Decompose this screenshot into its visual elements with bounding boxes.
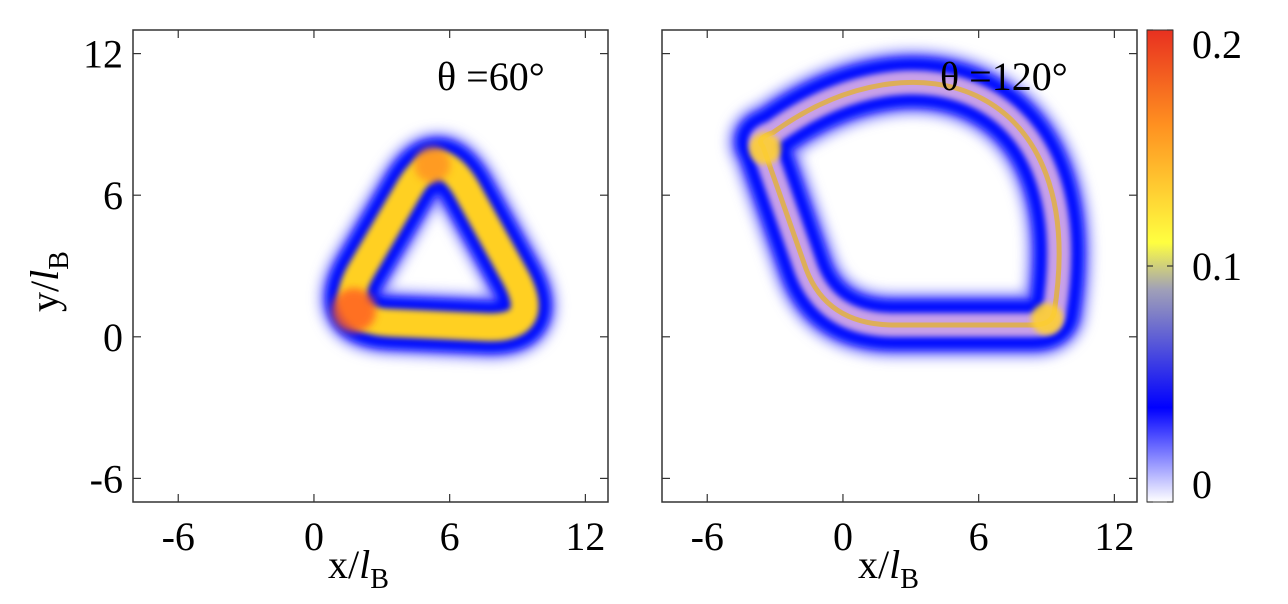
x-label-right-italic: l — [889, 542, 900, 587]
x-label-left-sub: B — [370, 564, 389, 595]
hotspot-right-top — [749, 132, 781, 165]
density-ring-right — [728, 50, 1091, 357]
y-tick-label: 6 — [103, 173, 123, 218]
x-tick-label: 6 — [440, 514, 460, 559]
x-label-left-main: x/ — [328, 542, 360, 587]
x-tick-label: 12 — [565, 514, 605, 559]
ticks-right: -6 0 6 12 — [662, 30, 1137, 559]
colorbar: 0 0.1 0.2 — [1146, 22, 1242, 507]
colorbar-ticks: 0 0.1 0.2 — [1147, 22, 1242, 507]
colorbar-tick-label: 0.2 — [1192, 22, 1242, 67]
x-tick-label: -6 — [691, 514, 724, 559]
y-tick-label: 12 — [83, 32, 123, 77]
y-tick-label: -6 — [90, 456, 123, 501]
hotspot-left-top — [414, 146, 451, 183]
x-label-right-main: x/ — [858, 542, 890, 587]
ring-right-gold-line — [758, 79, 1062, 328]
panel-right-label: θ =120° — [940, 54, 1068, 99]
x-tick-label: 0 — [833, 514, 853, 559]
x-label-left-italic: l — [359, 542, 370, 587]
x-axis-label-right: x/lB — [858, 542, 919, 595]
x-tick-label: 12 — [1094, 514, 1134, 559]
y-label-sub: B — [44, 251, 75, 270]
x-tick-label: -6 — [162, 514, 195, 559]
x-tick-label: 0 — [304, 514, 324, 559]
colorbar-tick-label: 0 — [1192, 462, 1212, 507]
panel-left-label: θ =60° — [437, 54, 545, 99]
x-label-right-sub: B — [900, 564, 919, 595]
x-tick-label: 6 — [969, 514, 989, 559]
colorbar-tick-label: 0.1 — [1192, 244, 1242, 289]
density-ring-left — [320, 132, 557, 360]
hotspot-right-bottom — [1031, 303, 1064, 335]
hotspot-left-bottom — [332, 288, 377, 333]
y-axis-label: y/lB — [22, 251, 75, 312]
y-label-main: y/ — [22, 280, 67, 312]
y-label-italic: l — [22, 270, 67, 281]
ticks-left: -6 0 6 12 -6 0 6 12 — [83, 30, 608, 559]
x-axis-label-left: x/lB — [328, 542, 389, 595]
panel-right: -6 0 6 12 θ =120° x/lB — [661, 29, 1138, 595]
y-tick-label: 0 — [103, 315, 123, 360]
